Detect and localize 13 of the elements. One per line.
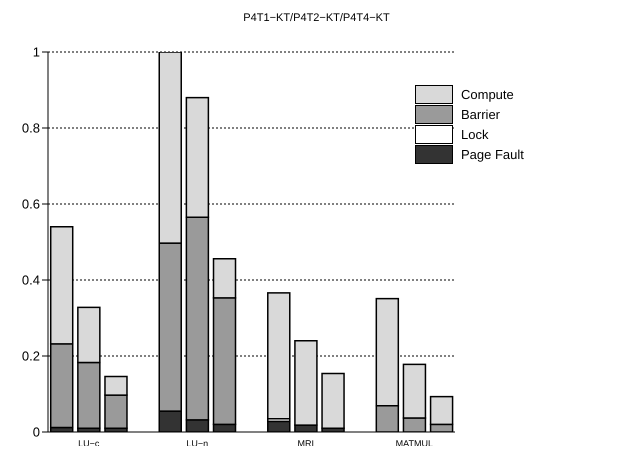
legend-label: Compute	[461, 86, 514, 102]
y-tick-label: 0.2	[22, 348, 40, 364]
y-tick-label: 0.6	[22, 196, 40, 212]
y-tick-label: 0.4	[22, 272, 40, 288]
bar	[321, 372, 345, 429]
y-tick-label: 0.8	[22, 120, 40, 136]
y-tick-label: 0	[32, 424, 40, 440]
legend-label: Page Fault	[461, 146, 524, 162]
legend-label: Barrier	[461, 106, 500, 122]
legend-label: Lock	[461, 126, 488, 142]
chart-title: P4T1−KT/P4T2−KT/P4T4−KT	[242, 11, 391, 26]
y-tick-label: 1	[32, 44, 40, 60]
x-tick-label: MRI	[298, 438, 314, 448]
